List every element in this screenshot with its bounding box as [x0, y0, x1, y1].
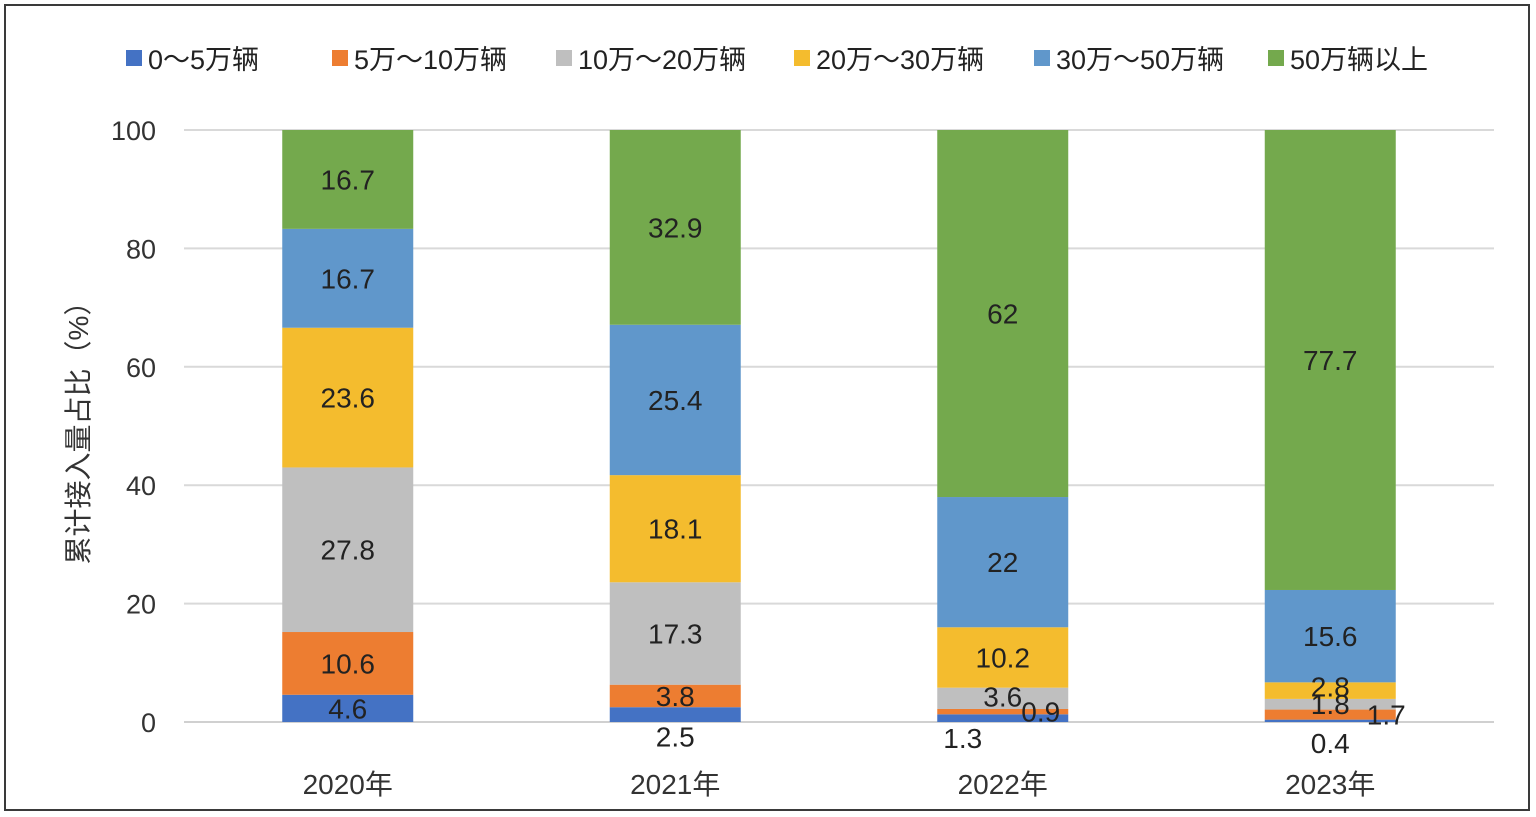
- bar-segment: [937, 687, 1069, 709]
- legend: 0～5万辆 5万～10万辆 10万～20万辆 20万～30万辆 30万～50万辆 50万辆…: [126, 45, 1428, 75]
- data-label: 16.7: [321, 263, 376, 294]
- x-category-label: 2023年: [1285, 769, 1375, 800]
- legend-swatch: [1034, 50, 1050, 66]
- bar-segment: [937, 497, 1069, 628]
- bar-segment: [609, 707, 741, 722]
- data-label: 2.8: [1311, 672, 1350, 703]
- bar-segment: [282, 467, 414, 633]
- legend-swatch: [794, 50, 810, 66]
- bar-segment: [609, 684, 741, 708]
- bar-segment: [282, 694, 414, 722]
- data-label: 62: [987, 299, 1018, 330]
- legend-label: 50万辆以上: [1290, 45, 1428, 75]
- y-tick-label: 100: [111, 116, 156, 146]
- legend-label: 30万～50万辆: [1056, 45, 1224, 75]
- y-tick-label: 0: [141, 708, 156, 738]
- bar-segment: [609, 475, 741, 583]
- data-label: 0.9: [1021, 697, 1060, 728]
- y-axis-label: 累计接入量占比（%）: [63, 288, 94, 565]
- data-label: 4.6: [328, 693, 367, 724]
- legend-label: 5万～10万辆: [354, 45, 507, 75]
- bar-segment: [1264, 130, 1396, 590]
- bar-segment: [282, 228, 414, 328]
- bars: [282, 130, 1396, 722]
- data-label: 2.5: [656, 722, 695, 753]
- data-label: 10.2: [976, 642, 1031, 673]
- data-label: 77.7: [1303, 345, 1358, 376]
- data-label: 32.9: [648, 212, 703, 243]
- x-axis-categories: 2020年 2021年 2022年 2023年: [303, 769, 1376, 800]
- bar-segment: [1264, 698, 1396, 710]
- bar-segment: [609, 324, 741, 476]
- legend-label: 10万～20万辆: [578, 45, 746, 75]
- data-label: 10.6: [321, 648, 376, 679]
- bar-segment: [282, 327, 414, 468]
- legend-swatch: [126, 50, 142, 66]
- legend-swatch: [1268, 50, 1284, 66]
- legend-label: 20万～30万辆: [816, 45, 984, 75]
- data-label: 1.8: [1311, 689, 1350, 720]
- legend-swatch: [332, 50, 348, 66]
- x-category-label: 2022年: [958, 769, 1048, 800]
- data-label: 25.4: [648, 385, 703, 416]
- bar-segment: [282, 130, 414, 229]
- bar-segment: [1264, 719, 1396, 722]
- legend-label: 0～5万辆: [148, 45, 259, 75]
- data-labels: 4.62.5 1.3 0.410.63.80.9 1.727.817.33.6 1.82…: [321, 164, 1406, 758]
- data-label: 3.8: [656, 681, 695, 712]
- data-label: 15.6: [1303, 621, 1358, 652]
- chart-frame: 0～5万辆 5万～10万辆 10万～20万辆 20万～30万辆 30万～50万辆 50万辆…: [4, 4, 1530, 811]
- y-tick-label: 20: [126, 590, 156, 620]
- data-label: 1.3: [943, 723, 982, 754]
- data-label: 23.6: [321, 383, 376, 414]
- bar-segment: [937, 708, 1069, 715]
- data-label: 17.3: [648, 618, 703, 649]
- data-label: 1.7: [1367, 700, 1406, 731]
- data-label: 16.7: [321, 164, 376, 195]
- bar-segment: [1264, 709, 1396, 720]
- stacked-bar-chart: 0～5万辆 5万～10万辆 10万～20万辆 20万～30万辆 30万～50万辆 50万辆…: [63, 45, 1494, 800]
- y-axis-ticks: 0 20 40 60 80 100: [111, 116, 156, 738]
- data-label: 27.8: [321, 535, 376, 566]
- bar-segment: [1264, 682, 1396, 699]
- legend-swatch: [556, 50, 572, 66]
- y-tick-label: 60: [126, 353, 156, 383]
- bar-segment: [282, 632, 414, 695]
- x-category-label: 2020年: [303, 769, 393, 800]
- bar-segment: [937, 714, 1069, 722]
- bar-segment: [609, 582, 741, 685]
- data-label: 3.6: [983, 681, 1022, 712]
- x-category-label: 2021年: [630, 769, 720, 800]
- y-tick-label: 40: [126, 471, 156, 501]
- data-label: 18.1: [648, 514, 703, 545]
- bar-segment: [937, 627, 1069, 688]
- bar-segment: [1264, 589, 1396, 683]
- data-label: 22: [987, 547, 1018, 578]
- y-tick-label: 80: [126, 234, 156, 264]
- data-label: 0.4: [1311, 728, 1350, 759]
- bar-segment: [609, 130, 741, 325]
- bar-segment: [937, 130, 1069, 498]
